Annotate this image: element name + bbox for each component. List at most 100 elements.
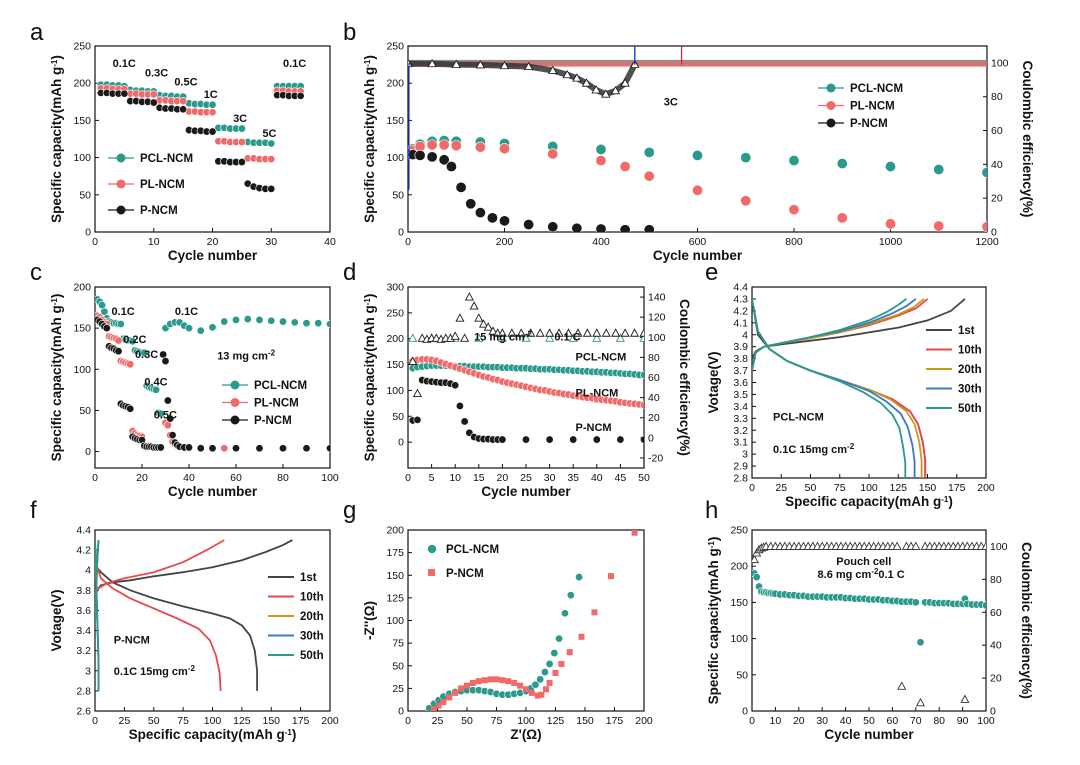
panel-label-f: f (30, 497, 37, 524)
x-tick-label-g: 75 (491, 715, 503, 727)
y2-tick-label-b: 80 (991, 91, 1003, 103)
x-tick-label-h: 80 (933, 715, 945, 727)
x-tick-label-h: 60 (887, 715, 899, 727)
plot-frame-a (95, 46, 330, 232)
point-b-PL-NCM (427, 140, 437, 150)
y2-tick-label-b: 20 (991, 193, 1003, 205)
y-tick-label-d: 50 (392, 411, 404, 423)
ce-point-h-Pouch cell CE (917, 699, 925, 706)
point-b-PCL-NCM (644, 147, 654, 157)
point-b-PL-NCM (596, 155, 606, 165)
x-axis-title-f-post: ) (292, 727, 297, 742)
point-a-PCL-NCM (209, 101, 216, 108)
y-tick-label-e: 4 (742, 329, 748, 341)
y2-tick-label-d: 100 (648, 332, 666, 344)
y-axis-title-d: Specific capacity(mAh g-1) (362, 294, 377, 462)
point-a-P-NCM (150, 99, 157, 106)
x-axis-title-d: Cycle number (481, 484, 571, 499)
x-tick-label-h: 30 (816, 715, 828, 727)
ce-point-d-P-NCM CE (546, 329, 554, 336)
point-a-P-NCM (121, 90, 128, 97)
point-g-P-NCM (499, 677, 505, 683)
y-tick-label-f: 4 (85, 565, 91, 577)
y-tick-label-f: 2.8 (76, 685, 91, 697)
point-c-P-NCM (169, 431, 176, 438)
x-tick-label-b: 200 (496, 236, 514, 248)
x-tick-label-f: 200 (321, 715, 339, 727)
legend-marker-c (231, 381, 240, 390)
legend-label-e: 10th (958, 345, 982, 357)
y2-tick-label-d: 80 (648, 352, 660, 364)
y2-tick-label-d: 20 (648, 412, 660, 424)
y-tick-label-f: 2.6 (76, 706, 91, 718)
y-tick-label-f: 3 (85, 665, 91, 677)
annotation-e: PCL-NCM (773, 412, 824, 424)
x-tick-label-b: 400 (592, 236, 610, 248)
legend-marker-g (428, 545, 436, 553)
point-c-P-NCM (197, 445, 204, 452)
y-tick-label-h: 0 (742, 706, 748, 718)
point-b-PL-NCM (934, 221, 944, 231)
y-axis-title-h-post: ) (706, 537, 721, 542)
y-tick-label-g: 175 (386, 547, 404, 559)
x-tick-label-b: 600 (689, 236, 707, 248)
point-c-P-NCM (164, 397, 171, 404)
ce-point-d-PCL-NCM CE (409, 334, 417, 341)
legend-label-c: PL-NCM (254, 398, 299, 410)
point-a-PL-NCM (150, 91, 157, 98)
point-b-PCL-NCM (741, 152, 751, 162)
x-tick-label-e: 25 (775, 482, 787, 494)
x-tick-label-e: 50 (805, 482, 817, 494)
y2-tick-label-b: 40 (991, 159, 1003, 171)
y-tick-label-g: 150 (386, 570, 404, 582)
y-tick-label-e: 3.2 (733, 425, 748, 437)
point-b-PL-NCM (451, 140, 461, 150)
x-tick-label-e: 100 (860, 482, 878, 494)
point-d-P-NCM (617, 436, 624, 443)
x-tick-label-c: 80 (277, 472, 289, 484)
point-g-P-NCM (553, 670, 559, 676)
y-tick-label-g: 0 (398, 706, 404, 718)
point-g-PCL-NCM (546, 660, 553, 667)
x-axis-title-f: Specific capacity(mAh g-1) (129, 727, 297, 742)
point-d-P-NCM (640, 436, 647, 443)
point-c-PCL-NCM (232, 316, 239, 323)
legend-label-b: PCL-NCM (850, 83, 903, 95)
y-tick-label-c: 0 (85, 446, 91, 458)
point-b-P-NCM (446, 161, 456, 171)
ce-point-h-Pouch cell CE (961, 695, 969, 702)
legend-label-a: PL-NCM (140, 179, 185, 191)
x-tick-label-e: 0 (749, 482, 755, 494)
point-c-PCL-NCM (256, 316, 263, 323)
point-c-PL-NCM (127, 361, 134, 368)
legend-label-e: 20th (958, 364, 982, 376)
point-h-Pouch cell (982, 602, 989, 609)
x-tick-label-d: 5 (429, 472, 435, 484)
legend-marker-a (117, 206, 126, 215)
point-b-P-NCM (548, 222, 558, 232)
x-axis-title-h: Cycle number (824, 727, 914, 742)
x-tick-label-d: 50 (638, 472, 650, 484)
annotation-d: 15 mg cm-2 (474, 329, 532, 344)
x-tick-label-a: 10 (148, 236, 160, 248)
point-d-P-NCM (414, 416, 421, 423)
annotation-d: PCL-NCM (576, 351, 627, 363)
point-g-P-NCM (567, 649, 573, 655)
point-d-PCL-NCM (640, 371, 647, 378)
y-tick-label-d: 250 (386, 307, 404, 319)
y2-tick-label-h: 100 (990, 541, 1008, 553)
y-tick-label-f: 3.4 (76, 625, 91, 637)
point-b-P-NCM (466, 199, 476, 209)
y2-tick-label-h: 0 (990, 706, 996, 718)
point-b-PL-NCM (548, 149, 558, 159)
y2-tick-label-d: 0 (648, 432, 654, 444)
x-tick-label-d: 45 (615, 472, 627, 484)
legend-marker-b (827, 101, 836, 110)
annotation-a: 0.1C (113, 58, 136, 70)
legend-label-a: PCL-NCM (140, 153, 193, 165)
y2-tick-label-h: 20 (990, 673, 1002, 685)
x-tick-label-d: 25 (520, 472, 532, 484)
y-tick-label-e: 3.1 (733, 437, 748, 449)
x-tick-label-f: 125 (233, 715, 251, 727)
panel-label-e: e (705, 259, 718, 286)
